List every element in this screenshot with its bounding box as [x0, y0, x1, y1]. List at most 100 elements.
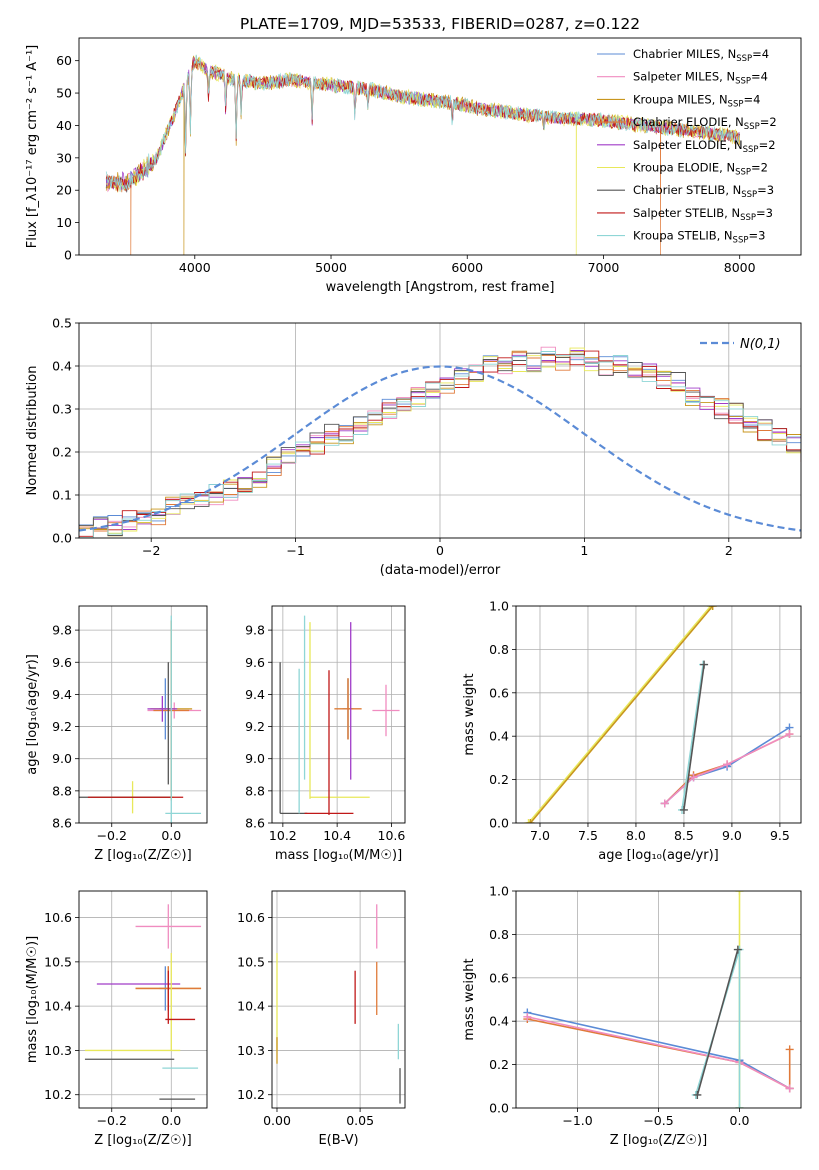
weight-line [529, 606, 714, 823]
weight-line [683, 664, 705, 811]
x-tick-label: −0.2 [97, 828, 127, 843]
chart-spectrum: 4000 5000 6000 7000 8000 0 10 20 30 40 50 60 wavelen… [25, 37, 802, 295]
legend-rest: =3 [748, 229, 765, 243]
legend-rest: =4 [752, 47, 769, 61]
y-tick-label: 10.2 [237, 1087, 265, 1102]
y-tick-label: 10.6 [237, 910, 265, 925]
weight-marker [660, 799, 669, 808]
legend-subscript: SSP [735, 77, 751, 87]
legend-rest: =4 [743, 92, 760, 106]
legend-rest: =3 [757, 183, 774, 197]
x-tick-label: 1 [580, 543, 588, 558]
legend-entry: Salpeter MILES, NSSP=4 [633, 70, 768, 87]
weight-marker [785, 1045, 794, 1054]
y-tick-label: 0.0 [52, 531, 72, 546]
legend-entry: Chabrier ELODIE, NSSP=2 [633, 115, 777, 132]
x-tick-label: 0.0 [161, 828, 181, 843]
plot-area [516, 606, 801, 823]
legend-rest: =4 [751, 70, 768, 84]
legend-entry: N(0,1) [740, 337, 781, 352]
chart-mass_vs_ebv: 0.00 0.05 10.2 10.3 10.4 10.5 10.6 E(B-V) [237, 890, 406, 1148]
x-axis-label: mass [log₁₀(M/M☉)] [275, 848, 402, 863]
plot-area [272, 606, 405, 823]
x-axis-label: wavelength [Angstrom, rest frame] [326, 280, 555, 295]
x-tick-label: −0.5 [643, 1113, 673, 1128]
weight-marker [689, 773, 698, 782]
y-tick-label: 10.4 [44, 999, 72, 1014]
weight-line [696, 949, 739, 1096]
legend-entry: Kroupa ELODIE, NSSP=2 [633, 161, 768, 178]
y-axis-label: mass [log₁₀(M/M☉)] [25, 936, 40, 1063]
axes-frame [271, 890, 406, 1109]
y-tick-label: 10.6 [44, 910, 72, 925]
y-tick-label: 0.2 [489, 1057, 509, 1072]
y-tick-label: 9.8 [245, 623, 265, 638]
y-tick-label: 9.6 [245, 655, 265, 670]
plot-area [516, 891, 801, 1108]
y-tick-label: 0.3 [52, 402, 72, 417]
axes-frame [515, 890, 802, 1109]
y-tick-label: 9.2 [245, 719, 265, 734]
legend-entry: Chabrier STELIB, NSSP=3 [633, 183, 774, 200]
x-tick-label: 9.5 [770, 828, 790, 843]
axes-frame [78, 890, 208, 1109]
y-tick-label: 0.1 [52, 488, 72, 503]
y-tick-label: 9.2 [52, 719, 72, 734]
legend-subscript: SSP [740, 213, 756, 223]
weight-line [527, 606, 712, 823]
weight-marker [679, 805, 688, 814]
legend-subscript: SSP [743, 145, 759, 155]
x-tick-label: 8000 [724, 260, 756, 275]
y-tick-label: 1.0 [489, 884, 509, 899]
y-axis-label: mass weight [462, 673, 477, 755]
y-tick-label: 0.0 [489, 816, 509, 831]
y-tick-label: 8.8 [52, 783, 72, 798]
x-tick-label: −1.0 [562, 1113, 592, 1128]
y-tick-label: 9.8 [52, 623, 72, 638]
chart-residuals: −2 −1 0 1 2 0.0 0.1 0.2 0.3 0.4 0.5 (data-model)/er… [25, 316, 802, 578]
x-tick-label: 9.0 [722, 828, 742, 843]
y-tick-label: 30 [56, 150, 72, 165]
x-tick-label: −1 [286, 543, 304, 558]
x-axis-label: age [log₁₀(age/yr)] [598, 848, 719, 863]
y-tick-label: 40 [56, 118, 72, 133]
y-tick-label: 0.2 [52, 445, 72, 460]
weight-marker [700, 660, 709, 669]
y-tick-label: 10 [56, 215, 72, 230]
legend-subscript: SSP [741, 190, 757, 200]
legend-rest: =2 [759, 138, 776, 152]
legend-rest: =2 [751, 161, 768, 175]
y-axis-label: age [log₁₀(age/yr)] [25, 654, 40, 775]
chart-weight_vs_age: 7.0 7.5 8.0 8.5 9.0 9.5 0.0 0.2 0.4 0.6 0.8 1.0 age … [462, 599, 802, 863]
y-axis-label: Normed distribution [25, 366, 40, 496]
weight-line [664, 733, 790, 805]
y-tick-label: 0 [64, 248, 72, 263]
x-tick-label: 5000 [315, 260, 347, 275]
y-tick-label: 9.4 [52, 687, 72, 702]
x-axis-label: E(B-V) [318, 1133, 358, 1148]
weight-marker [524, 819, 533, 823]
y-tick-label: 8.6 [245, 816, 265, 831]
y-tick-label: 0.4 [489, 1014, 509, 1029]
chart-age_vs_Z: −0.2 0.0 8.6 8.8 9.0 9.2 9.4 9.6 9.8 Z [log₁₀(Z/Z… [25, 605, 208, 863]
y-tick-label: 0.5 [52, 316, 72, 331]
weight-marker [708, 606, 717, 610]
x-tick-label: 4000 [179, 260, 211, 275]
x-tick-label: 2 [725, 543, 733, 558]
y-tick-label: 9.0 [245, 751, 265, 766]
x-tick-label: 0 [436, 543, 444, 558]
legend-subscript: SSP [735, 168, 751, 178]
x-tick-label: 10.6 [378, 828, 406, 843]
weight-marker [523, 1012, 532, 1021]
chart-age_vs_mass: 10.2 10.4 10.6 8.6 8.8 9.0 9.2 9.4 9.6 9.8 mass [l… [245, 605, 406, 863]
x-tick-label: 10.4 [323, 828, 351, 843]
weight-marker [785, 730, 794, 739]
y-tick-label: 9.4 [245, 687, 265, 702]
panels: 4000 5000 6000 7000 80000102030405060wavelen… [25, 37, 802, 1148]
y-axis-label: mass weight [462, 958, 477, 1040]
legend-entry: Chabrier MILES, NSSP=4 [633, 47, 769, 64]
axes-frame [271, 605, 406, 824]
weight-marker [735, 1104, 744, 1108]
legend-rest: =2 [760, 115, 777, 129]
y-tick-label: 50 [56, 86, 72, 101]
